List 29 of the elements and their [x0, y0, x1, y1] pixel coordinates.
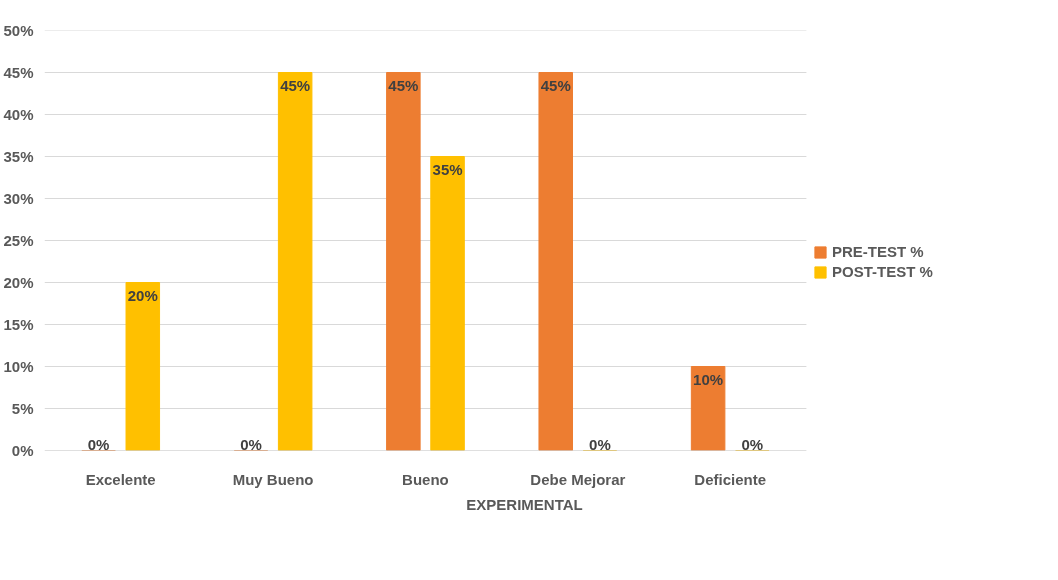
data-label: 45% — [388, 76, 419, 94]
x-tick-label: Muy Bueno — [232, 470, 314, 488]
y-tick-label: 20% — [3, 274, 34, 291]
y-tick-label: 25% — [3, 232, 34, 249]
data-label: 45% — [280, 76, 311, 94]
y-tick-label: 0% — [11, 442, 34, 459]
x-tick-label: Debe Mejorar — [530, 470, 626, 488]
y-tick-label: 50% — [3, 22, 34, 39]
data-label: 0% — [741, 435, 764, 453]
x-tick-label: Deficiente — [694, 470, 767, 488]
y-tick-label: 40% — [3, 106, 34, 123]
data-label: 0% — [87, 435, 110, 453]
y-tick-label: 35% — [3, 148, 34, 165]
data-label: 0% — [589, 435, 611, 453]
y-tick-label: 10% — [3, 358, 34, 375]
y-tick-label: 30% — [3, 190, 34, 207]
y-tick-label: 5% — [11, 400, 34, 417]
data-label: 0% — [240, 435, 262, 453]
x-axis-title: EXPERIMENTAL — [466, 495, 583, 513]
y-tick-label: 15% — [3, 316, 34, 333]
legend-label: POST-TEST % — [832, 263, 933, 280]
data-label: 10% — [693, 370, 724, 388]
data-label: 20% — [127, 286, 158, 304]
data-label: 45% — [540, 76, 571, 94]
x-tick-label: Excelente — [85, 470, 156, 488]
legend-label: PRE-TEST % — [832, 243, 924, 260]
data-label: 35% — [432, 160, 463, 178]
x-tick-label: Bueno — [402, 470, 449, 488]
y-tick-label: 45% — [3, 64, 34, 81]
